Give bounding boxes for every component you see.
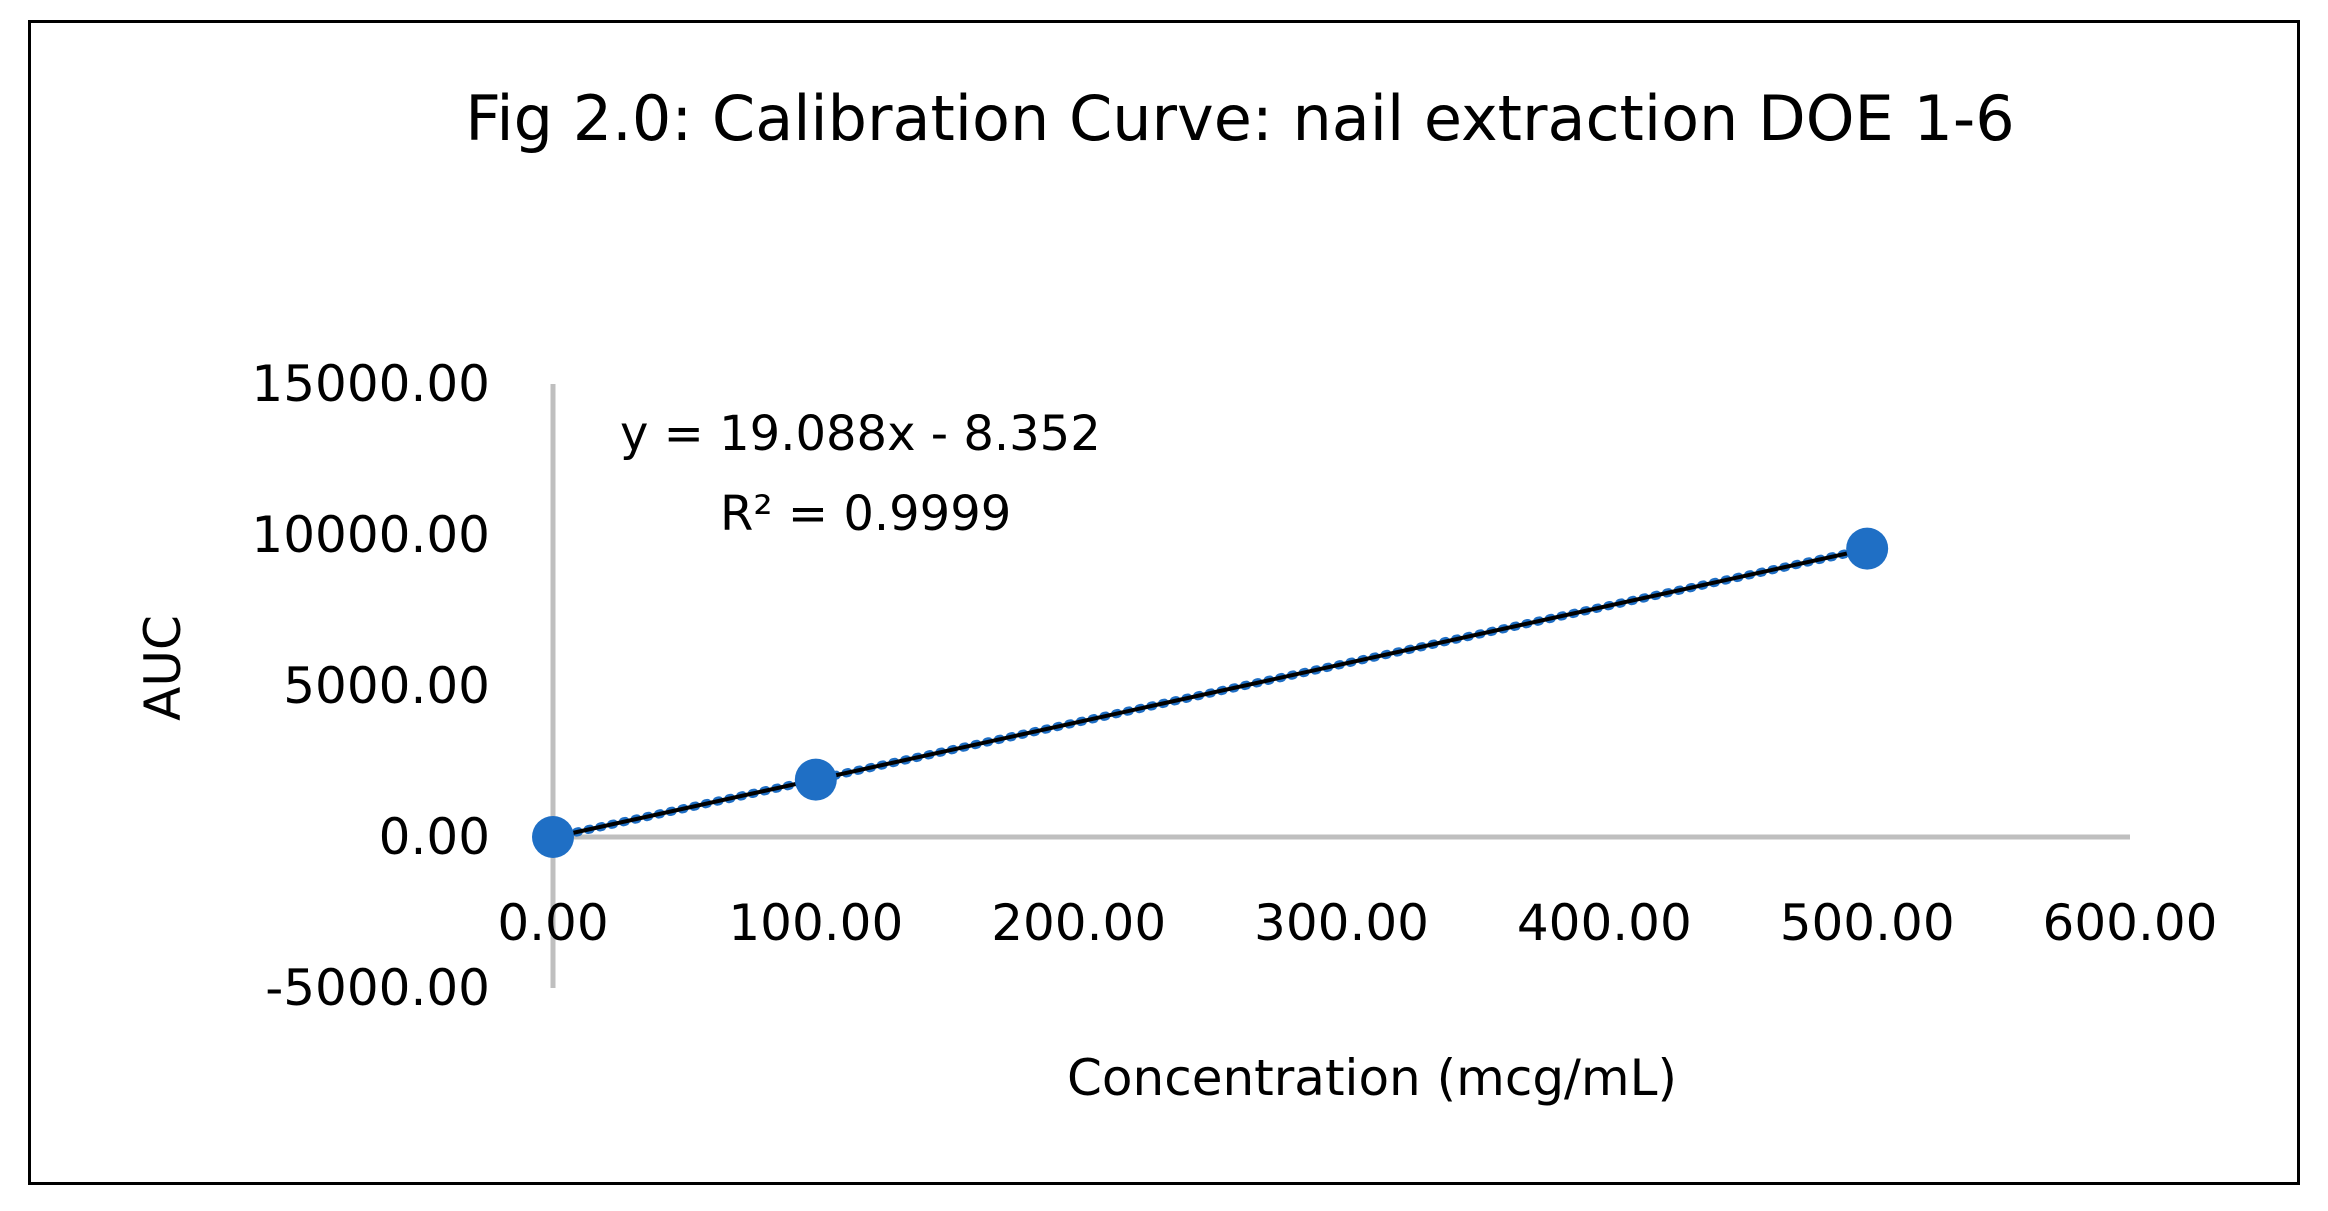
x-tick-label: 200.00 xyxy=(991,894,1166,952)
y-axis-label: AUC xyxy=(134,615,192,721)
data-points xyxy=(532,527,1889,858)
x-tick-label: 100.00 xyxy=(728,894,903,952)
x-tick-label: 300.00 xyxy=(1254,894,1429,952)
data-point xyxy=(1846,527,1889,570)
x-tick-label: 500.00 xyxy=(1780,894,1955,952)
x-tick-label: 600.00 xyxy=(2043,894,2218,952)
y-tick-label: 5000.00 xyxy=(283,657,490,715)
chart-title: Fig 2.0: Calibration Curve: nail extract… xyxy=(465,82,2014,155)
y-tick-label: -5000.00 xyxy=(265,959,490,1017)
y-tick-labels: -5000.00 0.00 5000.00 10000.00 15000.00 xyxy=(251,355,490,1017)
x-tick-label: 400.00 xyxy=(1517,894,1692,952)
trendline xyxy=(552,547,1868,840)
data-point xyxy=(532,816,574,858)
y-tick-label: 0.00 xyxy=(379,808,490,866)
axes xyxy=(550,384,2130,988)
data-point xyxy=(794,758,837,801)
x-tick-label: 0.00 xyxy=(497,894,608,952)
trendline-r-squared: R² = 0.9999 xyxy=(720,486,1011,542)
x-axis-label: Concentration (mcg/mL) xyxy=(1067,1049,1677,1107)
x-tick-labels: 0.00 100.00 200.00 300.00 400.00 500.00 600.00 xyxy=(497,894,2217,952)
y-tick-label: 10000.00 xyxy=(251,506,490,564)
chart-frame xyxy=(28,20,2300,1185)
trendline-group xyxy=(548,544,1872,842)
y-tick-label: 15000.00 xyxy=(251,355,490,413)
trendline-equation: y = 19.088x - 8.352 xyxy=(620,406,1101,462)
